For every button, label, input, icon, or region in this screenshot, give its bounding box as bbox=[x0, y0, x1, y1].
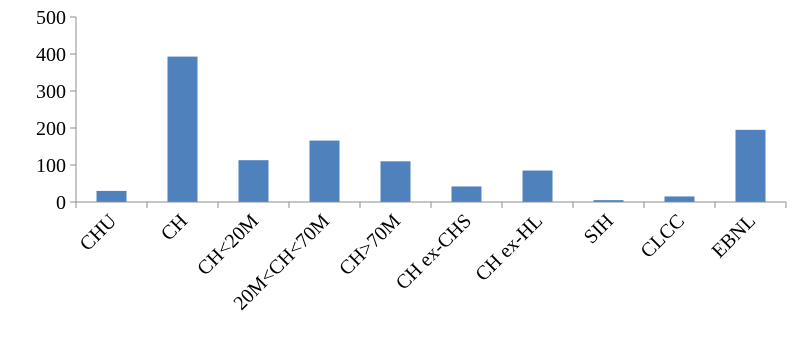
x-tick-label: CH ex-CHS bbox=[392, 210, 476, 294]
y-tick-label: 100 bbox=[36, 155, 66, 177]
x-tick-label: CH ex-HL bbox=[471, 210, 547, 286]
x-tick-label: EBNL bbox=[708, 210, 760, 262]
y-tick-label: 200 bbox=[36, 118, 66, 140]
x-tick-label: SIH bbox=[580, 210, 618, 248]
bar bbox=[167, 56, 198, 203]
bar bbox=[593, 200, 624, 202]
bar bbox=[96, 190, 127, 202]
y-tick-label: 400 bbox=[36, 44, 66, 66]
x-tick-label: CH<20M bbox=[193, 210, 263, 280]
bar bbox=[238, 160, 269, 202]
bar bbox=[664, 196, 695, 202]
bar bbox=[451, 186, 482, 202]
y-axis: 0 100 200 300 400 500 bbox=[36, 7, 77, 214]
x-tick-label: CH bbox=[157, 210, 192, 245]
y-tick-label: 300 bbox=[36, 81, 66, 103]
y-tick-label: 0 bbox=[56, 192, 66, 214]
bar bbox=[522, 170, 553, 202]
y-tick-label: 500 bbox=[36, 7, 66, 29]
x-tick-label: CLCC bbox=[637, 210, 690, 263]
x-tick-label: CHU bbox=[76, 210, 122, 256]
bar-series bbox=[96, 56, 766, 203]
bar bbox=[735, 129, 766, 202]
bar bbox=[380, 161, 411, 202]
bar bbox=[309, 140, 340, 202]
x-tick-label: CH>70M bbox=[335, 210, 405, 280]
